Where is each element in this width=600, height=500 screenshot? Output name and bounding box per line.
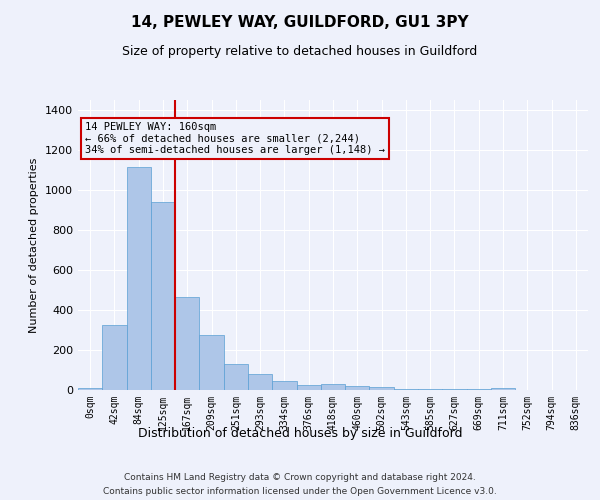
- Text: Distribution of detached houses by size in Guildford: Distribution of detached houses by size …: [138, 428, 462, 440]
- Bar: [78, 388, 102, 390]
- Bar: [248, 374, 272, 390]
- Bar: [370, 387, 394, 390]
- Bar: [442, 389, 467, 390]
- Bar: [491, 388, 515, 390]
- Bar: [345, 386, 370, 390]
- Bar: [418, 389, 442, 390]
- Y-axis label: Number of detached properties: Number of detached properties: [29, 158, 40, 332]
- Bar: [224, 364, 248, 390]
- Bar: [272, 381, 296, 390]
- Bar: [321, 384, 345, 390]
- Bar: [467, 389, 491, 390]
- Text: 14, PEWLEY WAY, GUILDFORD, GU1 3PY: 14, PEWLEY WAY, GUILDFORD, GU1 3PY: [131, 15, 469, 30]
- Text: Contains public sector information licensed under the Open Government Licence v3: Contains public sector information licen…: [103, 488, 497, 496]
- Bar: [102, 325, 127, 390]
- Bar: [394, 389, 418, 390]
- Bar: [151, 202, 175, 390]
- Text: Size of property relative to detached houses in Guildford: Size of property relative to detached ho…: [122, 45, 478, 58]
- Bar: [127, 167, 151, 390]
- Text: 14 PEWLEY WAY: 160sqm
← 66% of detached houses are smaller (2,244)
34% of semi-d: 14 PEWLEY WAY: 160sqm ← 66% of detached …: [85, 122, 385, 155]
- Text: Contains HM Land Registry data © Crown copyright and database right 2024.: Contains HM Land Registry data © Crown c…: [124, 472, 476, 482]
- Bar: [296, 385, 321, 390]
- Bar: [199, 335, 224, 390]
- Bar: [175, 297, 199, 390]
